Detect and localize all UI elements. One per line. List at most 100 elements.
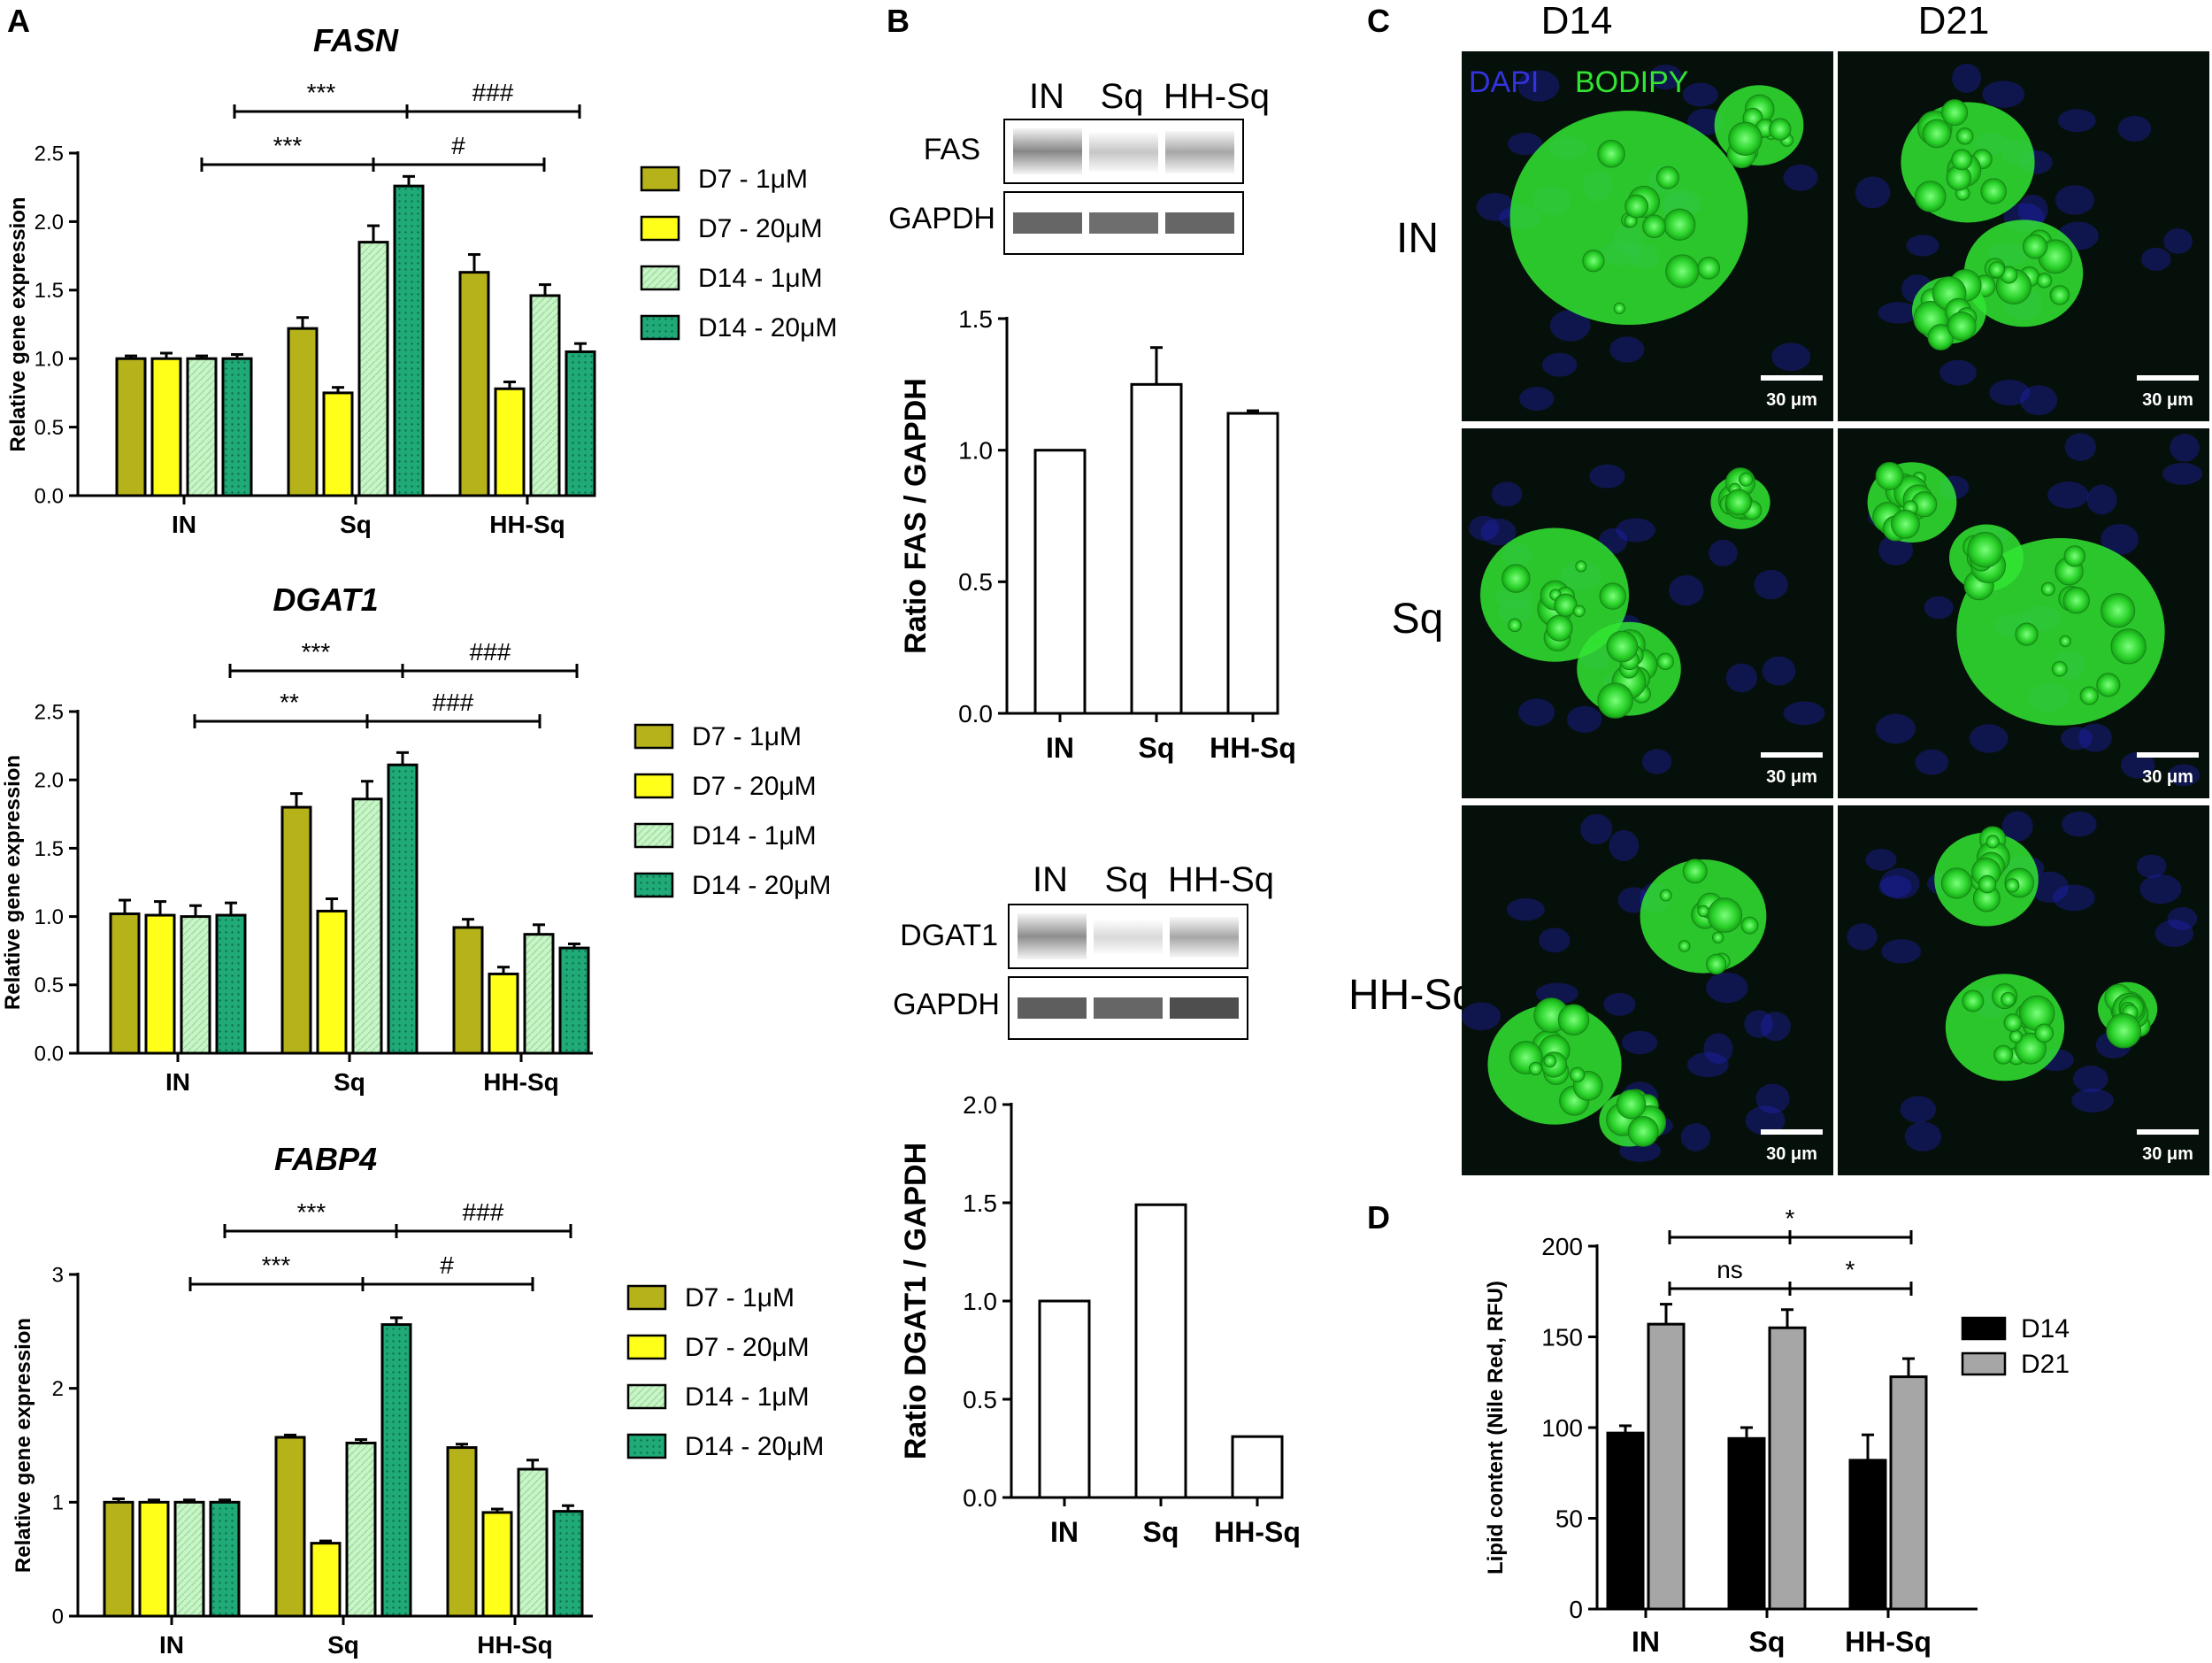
nucleus — [1609, 829, 1640, 861]
bar — [221, 357, 253, 497]
micrograph-tile: 30 μm — [1462, 51, 1833, 421]
nucleus — [1762, 656, 1796, 686]
nucleus — [1682, 82, 1718, 107]
nucleus — [2047, 481, 2089, 509]
y-tick-label: 1.0 — [958, 436, 993, 464]
dgat1-blot-row-dgat1: DGAT1 — [900, 919, 998, 952]
lipid-droplet — [2079, 686, 2099, 705]
nucleus — [1982, 81, 2025, 108]
lipid-droplet — [1543, 1054, 1557, 1068]
x-category-label: IN — [172, 511, 196, 538]
nucleus — [1760, 1012, 1791, 1042]
nucleus — [1709, 539, 1738, 566]
fas-blot-row-gapdh: GAPDH — [888, 202, 995, 235]
dgat1-blot-lane-hhsq: HH-Sq — [1168, 860, 1274, 899]
lipid-droplet — [2008, 1029, 2023, 1043]
nucleus — [2121, 751, 2155, 779]
lipid-droplet — [2022, 234, 2048, 259]
lipid-droplet — [1940, 867, 1973, 899]
y-tick-label: 2.0 — [963, 1091, 997, 1119]
bar — [494, 387, 526, 497]
lipid-droplet — [1988, 261, 2006, 279]
legend-swatch — [626, 1284, 667, 1311]
micrograph-panels: 30 μm 30 μm 30 μm 30 μm 30 μm 30 μm DAPI BODIPY — [1461, 51, 2209, 1175]
nucleus — [1847, 923, 1878, 951]
nucleus — [1952, 63, 1982, 93]
lipid-droplet — [1606, 630, 1639, 663]
fabp4-chart: FABP4 Relative gene expression 0 1 2 3 IN Sq HH-… — [12, 1141, 593, 1659]
bar — [1889, 1375, 1928, 1611]
lipid-droplet — [1546, 614, 1573, 642]
bar — [481, 1511, 513, 1618]
significance-label: ### — [470, 638, 511, 666]
stain-label-bodipy: BODIPY — [1575, 65, 1688, 99]
legend-swatch — [640, 314, 680, 341]
nucleus — [1567, 705, 1602, 733]
lipid-droplet — [2106, 1012, 2142, 1049]
nucleus — [1725, 663, 1758, 693]
legend-label: D7 - 1μM — [692, 722, 802, 751]
nucleus — [2086, 484, 2117, 515]
micrograph-tile: 30 μm — [1462, 428, 1833, 798]
bar — [357, 241, 389, 497]
bar — [529, 294, 561, 497]
legend-label: D14 - 1μM — [692, 821, 817, 851]
legend-label: D14 - 1μM — [685, 1382, 810, 1412]
y-axis-label: Ratio FAS / GAPDH — [899, 378, 933, 654]
gapdh2-band-sq — [1094, 997, 1163, 1019]
legend-swatch — [1961, 1351, 2007, 1376]
dgat1-blot-lane-in: IN — [1033, 860, 1068, 899]
bar — [345, 1441, 377, 1618]
nucleus — [1989, 380, 2031, 406]
x-category-label: Sq — [334, 1068, 365, 1096]
lipid-droplet — [1554, 593, 1578, 617]
bar — [1647, 1322, 1686, 1611]
nucleus — [1461, 1002, 1502, 1031]
nucleus — [1904, 1121, 1942, 1151]
lipid-droplet — [1572, 604, 1586, 618]
nucleus — [1508, 133, 1543, 156]
bar — [138, 1500, 170, 1618]
legend-swatch — [626, 1334, 667, 1360]
dgat1-band-sq — [1094, 920, 1163, 954]
significance-label: ns — [1717, 1256, 1743, 1283]
nucleus — [1469, 515, 1500, 541]
legend-label: D7 - 20μM — [685, 1333, 810, 1362]
lipid-droplet — [1985, 835, 2000, 849]
lipid-droplet — [2040, 581, 2055, 597]
y-tick-label: 2.0 — [35, 211, 64, 235]
bar — [287, 327, 319, 497]
legend-label: D14 - 1μM — [698, 264, 823, 293]
lipid-droplet — [2049, 285, 2070, 305]
lipid-droplet — [1502, 564, 1531, 593]
legend-swatch — [626, 1433, 667, 1459]
bar — [215, 913, 247, 1055]
lipid-droplet — [1706, 953, 1727, 974]
scale-bar-label: 30 μm — [2142, 767, 2193, 787]
gapdh-band-hhsq — [1165, 212, 1234, 234]
legend-label: D14 - 20μM — [692, 871, 831, 900]
fabp4-legend: D7 - 1μM D7 - 20μM D14 - 1μM D14 - 20μM — [626, 1283, 824, 1461]
lipid-droplet — [1613, 302, 1625, 314]
nucleus — [2163, 228, 2193, 254]
dgat1-ratio-chart: Ratio DGAT1 / GAPDH 0.0 0.5 1.0 1.5 2.0 IN Sq HH… — [899, 1091, 1301, 1548]
nucleus — [1491, 481, 1523, 507]
nucleus — [2057, 109, 2096, 133]
micro-row-in: IN — [1396, 215, 1439, 262]
nucleus — [1649, 64, 1683, 90]
lipid-droplet — [2110, 628, 2147, 665]
scale-bar — [1761, 1129, 1823, 1135]
bar — [1038, 1299, 1091, 1499]
nucleus — [1686, 108, 1724, 135]
bar — [393, 184, 425, 497]
y-tick-label: 0 — [52, 1605, 64, 1628]
nucleus — [2061, 811, 2097, 837]
legend-label: D7 - 20μM — [692, 772, 817, 801]
lipid-droplet — [2015, 622, 2039, 646]
scale-bar-label: 30 μm — [2142, 1144, 2193, 1164]
significance-label: *** — [302, 638, 331, 666]
legend-label: D7 - 1μM — [698, 165, 808, 194]
nucleus — [2078, 723, 2112, 752]
fas-band-in — [1013, 128, 1082, 174]
